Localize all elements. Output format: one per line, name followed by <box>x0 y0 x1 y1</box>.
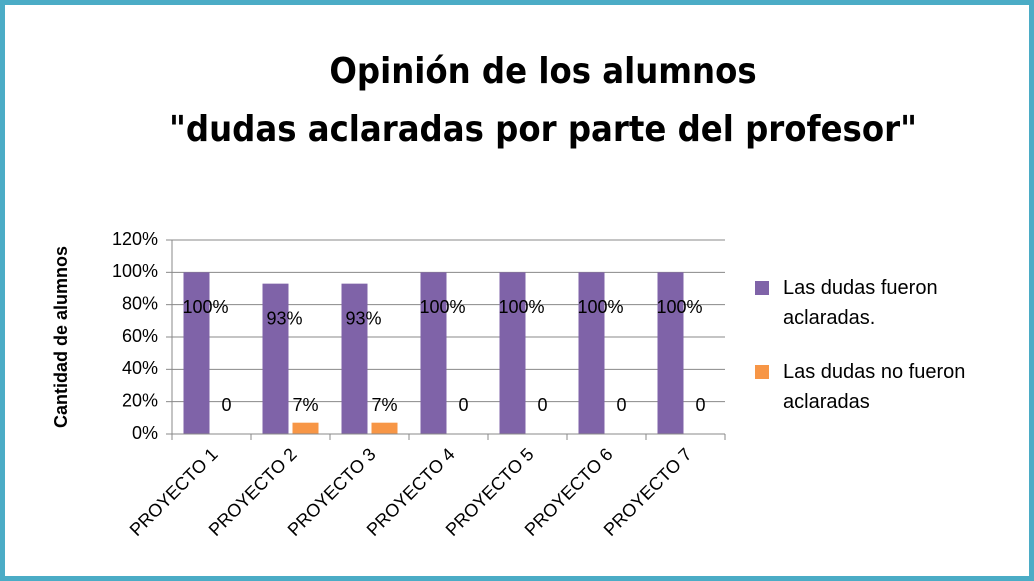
value-label: 7% <box>371 395 397 415</box>
value-label: 0 <box>537 395 547 415</box>
bar <box>657 272 684 434</box>
y-tick-label: 60% <box>122 326 158 346</box>
value-label: 0 <box>695 395 705 415</box>
value-label: 0 <box>458 395 468 415</box>
legend-swatch <box>755 365 769 379</box>
value-label: 100% <box>498 297 544 317</box>
chart-title: "dudas aclaradas por parte del profesor" <box>169 109 917 150</box>
legend-swatch <box>755 281 769 295</box>
legend-item: Las dudas no fueron aclaradas <box>753 357 1003 417</box>
chart-title: Opinión de los alumnos <box>329 51 756 92</box>
legend-label: Las dudas no fueron aclaradas <box>783 361 966 413</box>
value-label: 93% <box>266 308 302 328</box>
y-axis-title: Cantidad de alumnos <box>51 246 71 428</box>
value-label: 100% <box>419 297 465 317</box>
value-label: 0 <box>221 395 231 415</box>
y-tick-label: 20% <box>122 390 158 410</box>
bar <box>499 272 526 434</box>
y-tick-label: 0% <box>132 423 158 443</box>
value-label: 100% <box>577 297 623 317</box>
bar <box>292 422 319 434</box>
value-label: 100% <box>656 297 702 317</box>
bar <box>341 283 368 434</box>
bar <box>262 283 289 434</box>
y-tick-label: 100% <box>112 261 158 281</box>
y-tick-label: 80% <box>122 293 158 313</box>
value-label: 93% <box>345 308 381 328</box>
bar <box>578 272 605 434</box>
legend-label: Las dudas fueron aclaradas. <box>783 277 938 329</box>
legend: Las dudas fueron aclaradas. Las dudas no … <box>753 273 1003 441</box>
chart-svg: Opinión de los alumnos "dudas aclaradas … <box>51 51 917 540</box>
bar <box>183 272 210 434</box>
value-label: 7% <box>292 395 318 415</box>
y-tick-label: 40% <box>122 358 158 378</box>
value-label: 100% <box>182 297 228 317</box>
bar <box>420 272 447 434</box>
legend-item: Las dudas fueron aclaradas. <box>753 273 1003 333</box>
y-tick-label: 120% <box>112 229 158 249</box>
value-label: 0 <box>616 395 626 415</box>
bar <box>371 422 398 434</box>
